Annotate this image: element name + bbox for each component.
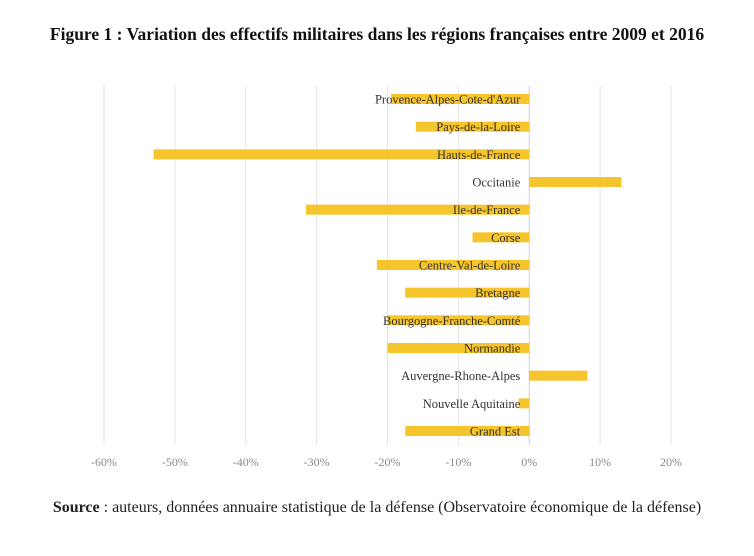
category-label: Grand Est (470, 425, 521, 439)
bar (387, 343, 530, 353)
x-axis-ticks: -60% -50% -40% -30% -20% -10% 0% 10% 20% (91, 455, 682, 469)
category-label: Pays-de-la-Loire (436, 120, 520, 134)
bar (376, 260, 530, 270)
source-label: Source (52, 499, 100, 516)
x-tick-label: 20% (660, 455, 682, 469)
category-label: Occitanie (472, 176, 520, 190)
bar (529, 177, 622, 187)
bar (387, 315, 530, 326)
bar (405, 426, 530, 436)
bar (415, 121, 530, 132)
category-label: Centre-Val-de-Loire (419, 259, 521, 273)
bar (153, 149, 530, 160)
x-tick-label: 0% (521, 455, 537, 469)
category-label: Nouvelle Aquitaine (423, 397, 521, 411)
category-label: Normandie (464, 342, 521, 356)
x-tick-label: -30% (304, 455, 330, 469)
x-tick-label: -60% (91, 455, 117, 469)
chart-title: Figure 1 : Variation des effectifs milit… (49, 24, 705, 44)
category-label: Bourgogne-Franche-Comté (383, 314, 521, 328)
bar (305, 204, 530, 215)
bar (518, 398, 530, 409)
category-label: Auvergne-Rhone-Alpes (401, 369, 520, 383)
category-label: Ile-de-France (453, 203, 521, 217)
bar (405, 287, 530, 298)
source-text: : auteurs, données annuaire statistique … (99, 499, 702, 516)
x-tick-label: -20% (375, 455, 401, 469)
x-tick-label: -40% (233, 455, 259, 469)
category-label: Hauts-de-France (437, 148, 521, 162)
bar (472, 232, 530, 243)
bars (153, 94, 622, 436)
bar (529, 370, 588, 381)
x-tick-label: -10% (445, 455, 471, 469)
category-labels: Provence-Alpes-Cote-d'Azur Pays-de-la-Loi… (375, 93, 521, 439)
x-tick-label: 10% (589, 455, 611, 469)
source-note: Source : auteurs, données annuaire stati… (40, 494, 714, 521)
category-label: Provence-Alpes-Cote-d'Azur (375, 93, 521, 107)
bar (391, 94, 530, 104)
x-tick-label: -50% (162, 455, 188, 469)
bar-chart: Provence-Alpes-Cote-d'Azur Pays-de-la-Loi… (91, 86, 682, 469)
category-label: Bretagne (475, 286, 521, 300)
category-label: Corse (491, 231, 521, 245)
